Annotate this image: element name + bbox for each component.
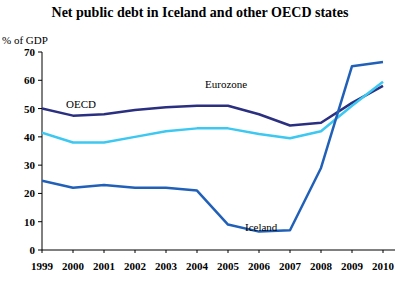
x-tick	[352, 250, 353, 253]
x-tick-label: 2010	[372, 260, 395, 272]
series-label: Iceland	[245, 221, 278, 233]
x-tick-label: 2003	[155, 260, 178, 272]
y-tick	[38, 136, 42, 137]
y-tick-label: 40	[24, 131, 36, 143]
x-tick-label: 2008	[310, 260, 333, 272]
y-tick	[38, 221, 42, 222]
series-label: OECD	[66, 98, 96, 110]
plot-area	[42, 62, 383, 232]
y-tick	[38, 52, 42, 53]
y-tick-label: 30	[24, 159, 36, 171]
x-tick	[197, 250, 198, 253]
x-tick	[104, 250, 105, 253]
y-axis-label: % of GDP	[2, 34, 48, 46]
y-tick-label: 70	[24, 46, 36, 58]
x-tick	[135, 250, 136, 253]
x-tick-label: 1999	[31, 260, 54, 272]
series-label: Eurozone	[205, 78, 247, 90]
y-tick	[38, 250, 42, 251]
chart-root: Net public debt in Iceland and other OEC…	[0, 0, 400, 290]
x-tick	[383, 250, 384, 253]
y-tick-label: 20	[24, 187, 36, 199]
x-tick	[259, 250, 260, 253]
y-tick-label: 0	[30, 244, 36, 256]
line-series	[42, 86, 383, 126]
x-tick	[42, 250, 43, 253]
x-tick	[321, 250, 322, 253]
title: Net public debt in Iceland and other OEC…	[52, 5, 349, 20]
line-series	[42, 62, 383, 232]
x-tick-label: 2004	[186, 260, 209, 272]
y-axis	[42, 52, 43, 250]
x-tick-label: 2006	[248, 260, 271, 272]
x-tick	[290, 250, 291, 253]
x-tick	[228, 250, 229, 253]
x-tick-label: 2009	[341, 260, 364, 272]
y-tick	[38, 165, 42, 166]
x-tick	[166, 250, 167, 253]
y-tick	[38, 80, 42, 81]
x-tick-label: 2007	[279, 260, 302, 272]
x-tick	[73, 250, 74, 253]
y-tick	[38, 193, 42, 194]
x-axis	[42, 250, 395, 251]
x-tick-label: 2001	[93, 260, 115, 272]
y-tick	[38, 108, 42, 109]
x-tick-label: 2002	[124, 260, 147, 272]
y-tick-label: 50	[24, 103, 36, 115]
y-tick-label: 10	[24, 216, 36, 228]
chart-svg: Net public debt in Iceland and other OEC…	[0, 0, 400, 290]
y-tick-label: 60	[24, 74, 36, 86]
x-tick-label: 2000	[62, 260, 85, 272]
x-tick-label: 2005	[217, 260, 240, 272]
